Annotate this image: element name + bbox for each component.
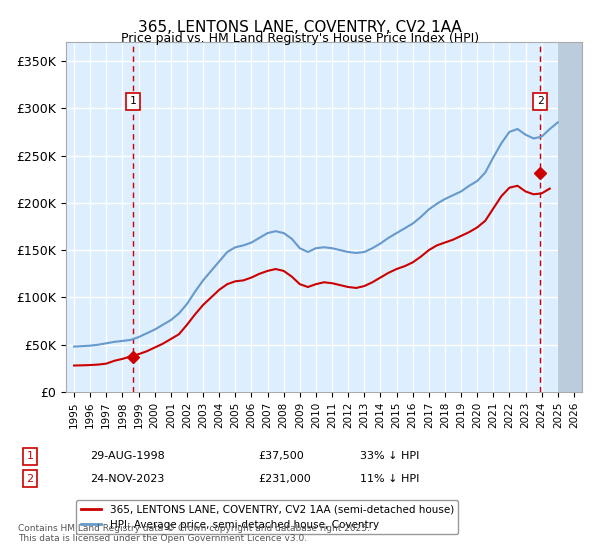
Text: £37,500: £37,500 — [258, 451, 304, 461]
Text: Price paid vs. HM Land Registry's House Price Index (HPI): Price paid vs. HM Land Registry's House … — [121, 32, 479, 45]
Text: 2: 2 — [26, 474, 34, 484]
Text: 1: 1 — [130, 96, 136, 106]
Legend: 365, LENTONS LANE, COVENTRY, CV2 1AA (semi-detached house), HPI: Average price, : 365, LENTONS LANE, COVENTRY, CV2 1AA (se… — [76, 500, 458, 534]
Text: 11% ↓ HPI: 11% ↓ HPI — [360, 474, 419, 484]
Text: 24-NOV-2023: 24-NOV-2023 — [90, 474, 164, 484]
Text: 33% ↓ HPI: 33% ↓ HPI — [360, 451, 419, 461]
Text: £231,000: £231,000 — [258, 474, 311, 484]
Bar — [558, 42, 582, 392]
Text: 1: 1 — [26, 451, 34, 461]
Text: 2: 2 — [537, 96, 544, 106]
Text: Contains HM Land Registry data © Crown copyright and database right 2025.
This d: Contains HM Land Registry data © Crown c… — [18, 524, 370, 543]
Text: 29-AUG-1998: 29-AUG-1998 — [90, 451, 165, 461]
Text: 365, LENTONS LANE, COVENTRY, CV2 1AA: 365, LENTONS LANE, COVENTRY, CV2 1AA — [138, 20, 462, 35]
